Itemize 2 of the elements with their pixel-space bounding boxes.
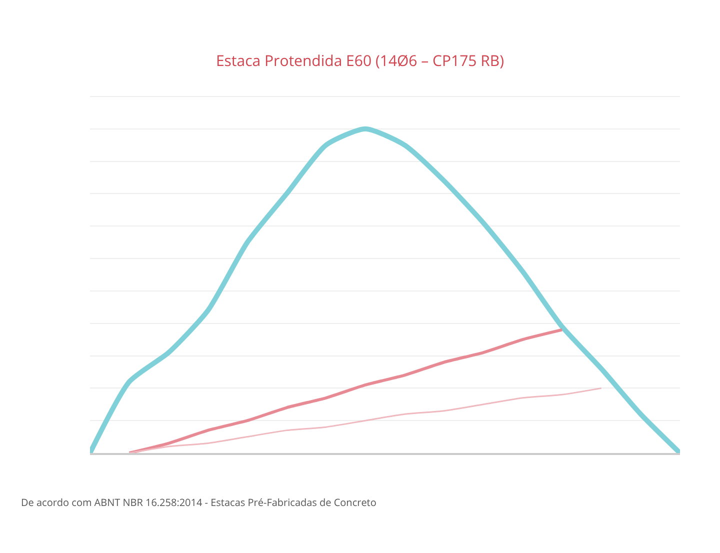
chart-title: Estaca Protendida E60 (14Ø6 – CP175 RB) xyxy=(216,50,504,71)
text: De acordo com ABNT NBR 16.258:2014 - Estacas Pré-Fabricadas de Concreto xyxy=(21,495,376,509)
